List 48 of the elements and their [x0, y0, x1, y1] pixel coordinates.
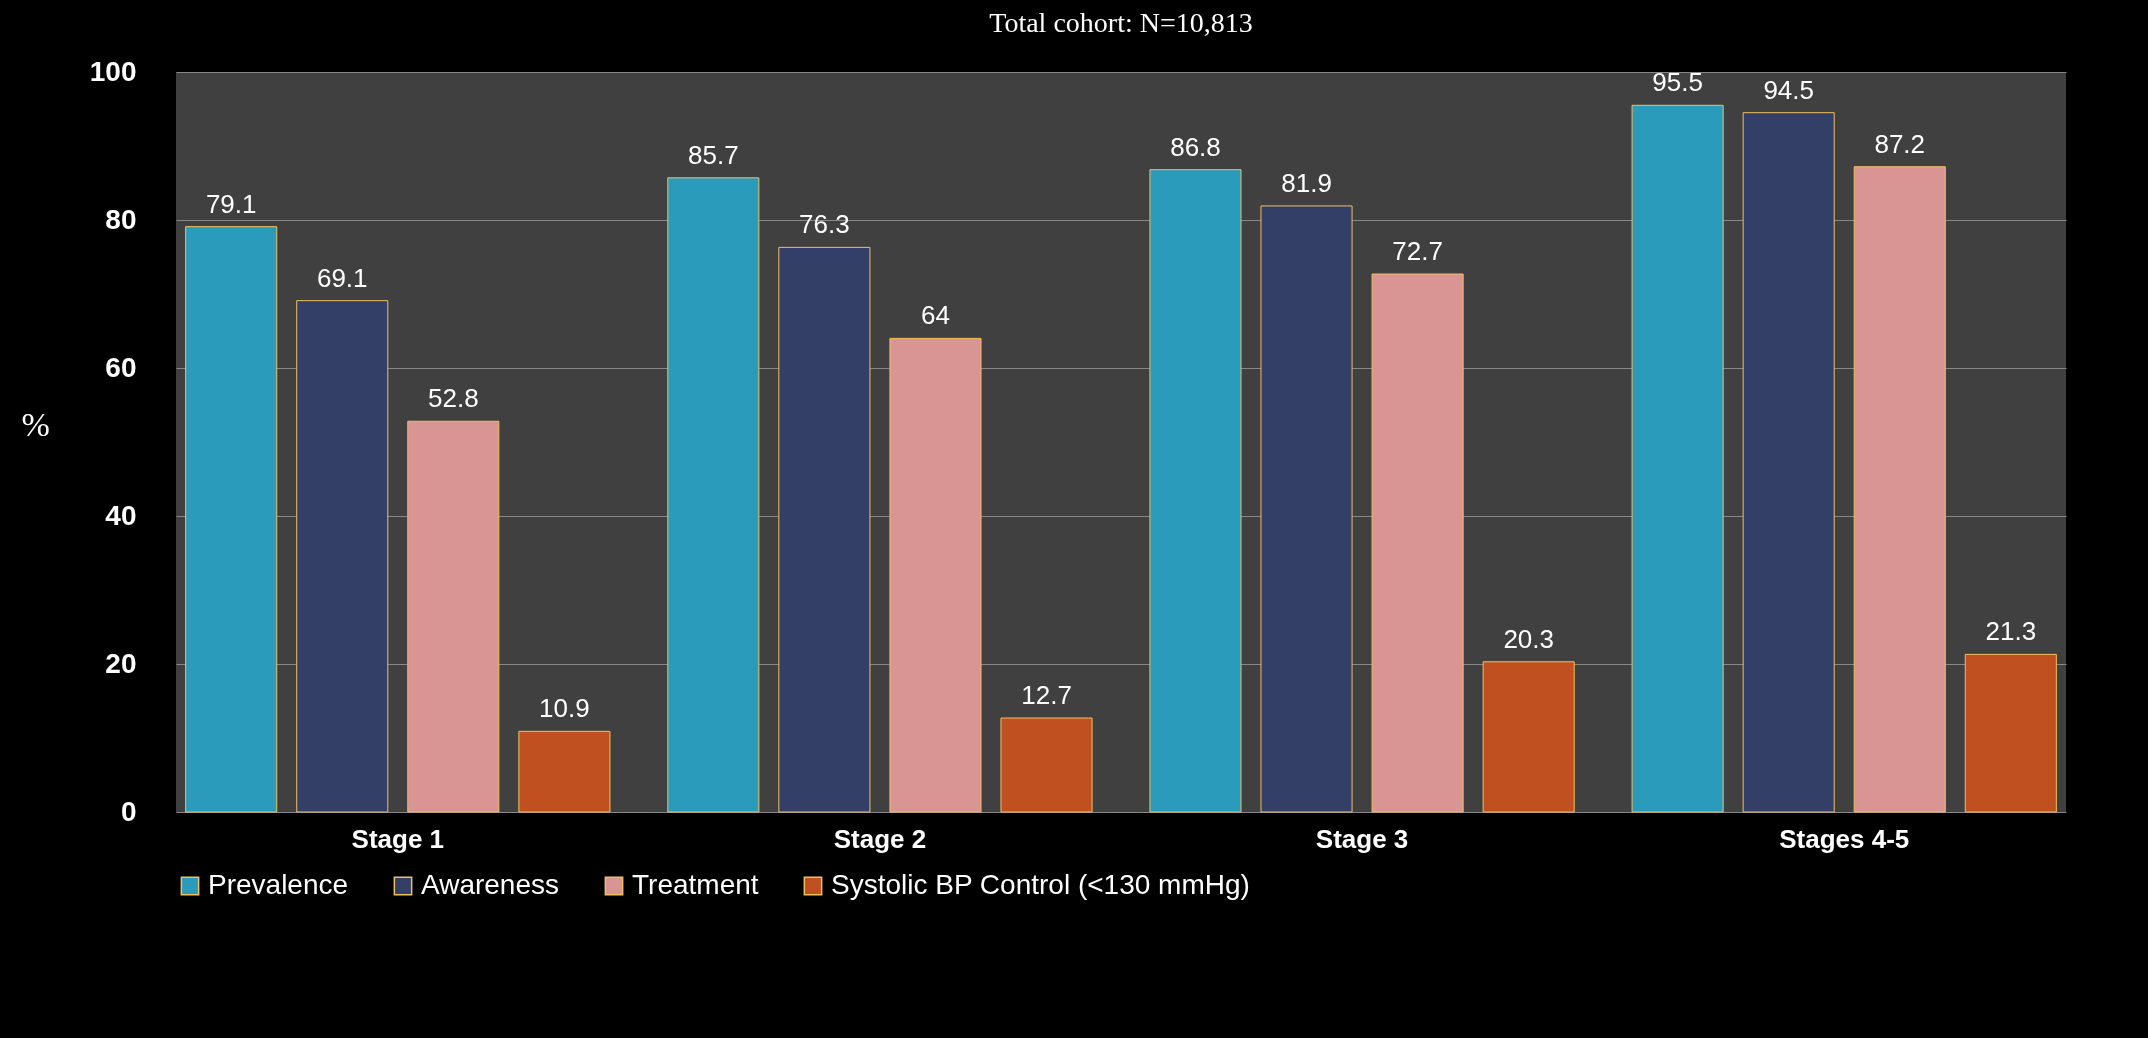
- data-label: 21.3: [1985, 616, 2037, 647]
- bar: [1853, 166, 1946, 813]
- x-tick-label: Stages 4-5: [1779, 823, 1910, 854]
- data-label: 69.1: [316, 262, 368, 293]
- data-label: 94.5: [1763, 74, 1814, 105]
- bar: [1371, 273, 1464, 813]
- data-label: 87.2: [1874, 128, 1926, 159]
- bar: [667, 177, 760, 813]
- legend-label: Prevalence: [208, 869, 349, 900]
- bar: [1482, 661, 1575, 813]
- bar: [1631, 104, 1724, 813]
- bar: [518, 730, 611, 813]
- data-label: 12.7: [1021, 680, 1072, 711]
- data-label: 95.5: [1652, 67, 1703, 98]
- bar: [778, 246, 871, 813]
- x-tick-label: Stage 3: [1315, 823, 1409, 854]
- y-tick-label: 0: [120, 795, 137, 827]
- data-label: 64: [921, 300, 950, 331]
- bar: [1964, 653, 2057, 813]
- bar: [185, 226, 278, 813]
- y-tick-label: 100: [89, 55, 137, 87]
- bar: [1260, 205, 1353, 813]
- data-label: 72.7: [1392, 236, 1443, 267]
- data-label: 81.9: [1281, 167, 1332, 198]
- bar: [889, 337, 982, 813]
- x-tick-label: Stage 2: [833, 823, 927, 854]
- bar: [1000, 717, 1093, 813]
- y-tick-label: 60: [105, 351, 137, 383]
- bar: [407, 420, 500, 813]
- data-label: 86.8: [1170, 131, 1221, 162]
- bar: [1742, 112, 1835, 813]
- bar: [296, 300, 389, 813]
- data-label: 20.3: [1503, 623, 1554, 654]
- data-label: 85.7: [688, 139, 739, 170]
- legend-label: Awareness: [421, 869, 560, 900]
- x-tick-label: Stage 1: [351, 823, 445, 854]
- chart-title: Total cohort: N=10,813: [989, 7, 1253, 38]
- y-tick-label: 40: [105, 499, 137, 531]
- y-tick-label: 20: [105, 647, 137, 679]
- legend-label: Treatment: [632, 869, 759, 900]
- y-tick-label: 80: [105, 203, 137, 235]
- bar: [1149, 169, 1242, 813]
- data-label: 52.8: [428, 383, 479, 414]
- data-label: 79.1: [205, 188, 257, 219]
- y-axis-title: %: [21, 405, 50, 443]
- data-label: 10.9: [539, 693, 590, 724]
- data-label: 76.3: [799, 209, 850, 240]
- legend-label: Systolic BP Control (<130 mmHg): [831, 869, 1250, 900]
